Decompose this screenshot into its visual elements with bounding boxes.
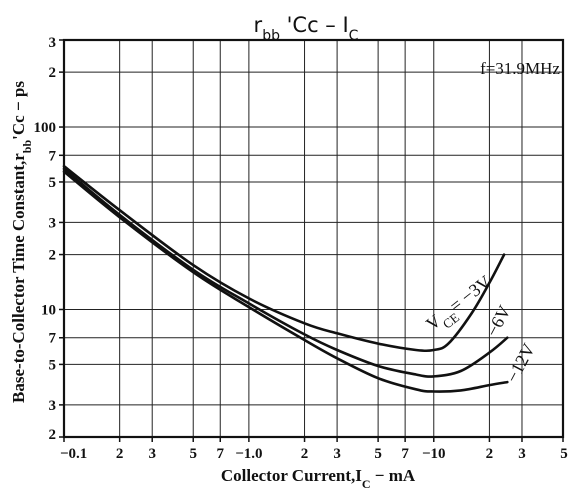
x-tick-label: 3 xyxy=(148,446,156,462)
series-label-vce-6v: −6V xyxy=(482,302,515,340)
x-tick-label: −1.0 xyxy=(235,446,262,462)
x-tick-label: 2 xyxy=(301,446,309,462)
x-tick-label: 3 xyxy=(333,446,341,462)
annotation-frequency: f=31.9MHz xyxy=(480,59,560,78)
curve-layer xyxy=(62,164,509,393)
y-tick-label: 3 xyxy=(49,35,57,51)
y-tick-label: 7 xyxy=(49,148,57,164)
grid-layer xyxy=(64,40,563,437)
y-tick-label: 10 xyxy=(41,302,56,318)
series-line-vce-12v xyxy=(62,170,509,393)
x-tick-label: 7 xyxy=(401,446,409,462)
x-tick-label: 5 xyxy=(560,446,568,462)
x-tick-label: 2 xyxy=(486,446,494,462)
x-tick-label: 3 xyxy=(518,446,526,462)
series-label-vce-12v: −12V xyxy=(502,340,539,386)
y-tick-label: 100 xyxy=(34,120,57,136)
x-tick-label: 5 xyxy=(374,446,382,462)
plot-frame xyxy=(62,38,565,439)
series-line-vce-3v xyxy=(62,164,506,353)
x-tick-label: −0.1 xyxy=(60,446,87,462)
series-line-vce-6v xyxy=(62,167,509,378)
x-tick-label: 2 xyxy=(116,446,124,462)
x-axis-label: Collector Current,IC − mA xyxy=(221,466,416,488)
y-tick-label: 5 xyxy=(49,175,57,191)
y-tick-label: 2 xyxy=(49,248,57,264)
x-tick-label: −10 xyxy=(422,446,446,462)
x-tick-label: 7 xyxy=(216,446,224,462)
chart-title: rbb 'Cc – IC xyxy=(254,13,359,44)
y-tick-label: 2 xyxy=(49,65,57,81)
series-label-layer: VCE= −3V−6V−12V xyxy=(422,271,539,386)
y-tick-label: 2 xyxy=(49,427,57,443)
y-tick-label: 3 xyxy=(49,398,57,414)
y-tick-label: 3 xyxy=(49,215,57,231)
y-tick-label: 5 xyxy=(49,357,57,373)
x-tick-label: 5 xyxy=(189,446,197,462)
y-axis-label: Base-to-Collector Time Constant,rbb'Cc −… xyxy=(9,81,34,403)
y-tick-label: 7 xyxy=(49,331,57,347)
